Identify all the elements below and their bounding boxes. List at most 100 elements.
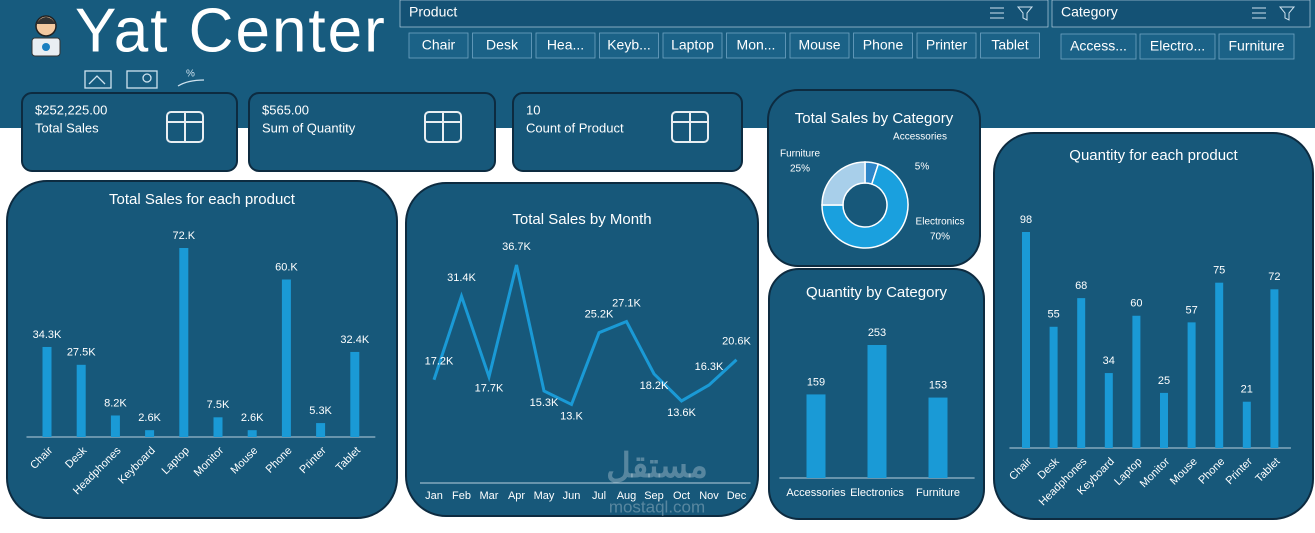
slicer-header (1051, 0, 1311, 28)
x-tick-label: Dec (727, 490, 747, 502)
chart-panel (993, 132, 1314, 520)
x-tick-label: Aug (617, 490, 637, 502)
svg-text:%: % (186, 69, 195, 80)
slicer-button[interactable] (916, 32, 977, 59)
line-series (432, 264, 738, 407)
slicer-button-label[interactable]: Phone (863, 37, 904, 53)
slicer-button[interactable] (599, 32, 659, 59)
slicer-button[interactable] (662, 32, 723, 59)
data-label: 8.2K (104, 397, 127, 409)
bar (928, 397, 948, 478)
slicer-button-label[interactable]: Printer (926, 37, 968, 53)
data-label: 13.K (560, 410, 583, 422)
x-tick-label: Accessories (786, 487, 846, 499)
kpi-label: Count of Product (526, 120, 624, 135)
data-label: 13.6K (667, 407, 696, 419)
slicer-button-label[interactable]: Furniture (1228, 38, 1284, 54)
bar (350, 351, 360, 437)
data-label: 16.3K (695, 361, 724, 373)
slicer-button[interactable] (789, 32, 850, 59)
x-tick-label: Sep (644, 490, 664, 502)
bar (281, 279, 291, 437)
data-label: 25% (790, 164, 810, 175)
slicer-button[interactable] (1139, 33, 1216, 60)
data-label: 17.2K (425, 356, 454, 368)
slicer-button-label[interactable]: Mouse (798, 37, 840, 53)
data-label: 27.1K (612, 297, 641, 309)
slicer-button-label[interactable]: Laptop (671, 37, 714, 53)
slicer-button-label[interactable]: Chair (422, 37, 456, 53)
kpi-value: $565.00 (262, 102, 309, 117)
clear-filter-icon[interactable] (1278, 6, 1296, 21)
category-label: Electronics (916, 217, 965, 228)
bar (247, 430, 257, 437)
data-label: 15.3K (530, 397, 559, 409)
multi-select-icon[interactable] (990, 7, 1004, 19)
bar (179, 248, 189, 437)
kpi-icon (166, 111, 204, 143)
x-tick-label: Jun (563, 490, 581, 502)
chart-title: Total Sales by Category (795, 110, 954, 127)
data-label: 72.K (172, 230, 195, 242)
data-label: 2.6K (138, 412, 161, 424)
bar (145, 430, 155, 437)
slicer-button[interactable] (1060, 33, 1137, 60)
chart-title: Quantity for each product (1069, 147, 1238, 164)
category-label: Accessories (893, 132, 947, 143)
kpi-icon (671, 111, 709, 143)
category-label: Furniture (780, 149, 820, 160)
data-label: 21 (1241, 384, 1253, 396)
bar (1132, 315, 1141, 448)
clear-filter-icon[interactable] (1016, 6, 1034, 21)
data-label: 5.3K (309, 405, 332, 417)
slicer-button-label[interactable]: Hea... (547, 37, 584, 53)
x-tick-label: Feb (452, 490, 471, 502)
bar (76, 364, 86, 437)
donut-slice (821, 161, 866, 206)
data-label: 17.7K (475, 383, 504, 395)
slicer-button-label[interactable]: Desk (486, 37, 519, 53)
slicer-button[interactable] (726, 32, 786, 59)
multi-select-icon[interactable] (1252, 7, 1266, 19)
data-label: 20.6K (722, 336, 751, 348)
bar (867, 345, 887, 478)
chart-title: Total Sales by Month (512, 211, 651, 228)
bar (1215, 282, 1224, 448)
kpi-label: Total Sales (35, 120, 99, 135)
slicer-button-label[interactable]: Keyb... (607, 37, 651, 53)
slicer-button[interactable] (472, 32, 532, 59)
data-label: 60 (1130, 298, 1142, 310)
x-tick-label: Jul (592, 490, 606, 502)
bar (1270, 289, 1279, 448)
slicer-button[interactable] (980, 32, 1040, 59)
bar (1104, 373, 1113, 448)
data-label: 153 (929, 379, 947, 391)
donut-slice (821, 163, 909, 249)
data-label: 36.7K (502, 241, 531, 253)
x-tick-label: Electronics (850, 487, 904, 499)
slicer-button[interactable] (853, 32, 913, 59)
chart-panel (405, 182, 759, 517)
chart-title: Quantity by Category (806, 284, 947, 301)
x-tick-label: Apr (508, 490, 525, 502)
slicer-button[interactable] (408, 32, 469, 59)
data-label: 18.2K (640, 380, 669, 392)
data-label: 55 (1047, 309, 1059, 321)
slicer-button[interactable] (1218, 33, 1295, 60)
bar (1022, 232, 1030, 448)
slicer-button[interactable] (535, 32, 596, 59)
slicer-button-label[interactable]: Electro... (1150, 38, 1205, 54)
x-tick-label: Oct (673, 490, 690, 502)
kpi-label: Sum of Quantity (262, 120, 356, 135)
bar (1242, 401, 1251, 448)
data-label: 98 (1020, 214, 1032, 226)
dashboard-title: Yat Center (75, 0, 387, 65)
data-label: 31.4K (447, 272, 476, 284)
slicer-button-label[interactable]: Tablet (991, 37, 1028, 53)
bar (1160, 392, 1168, 448)
slicer-button-label[interactable]: Mon... (737, 37, 776, 53)
slicer-button-label[interactable]: Access... (1070, 38, 1127, 54)
chart-title: Total Sales for each product (109, 191, 296, 208)
